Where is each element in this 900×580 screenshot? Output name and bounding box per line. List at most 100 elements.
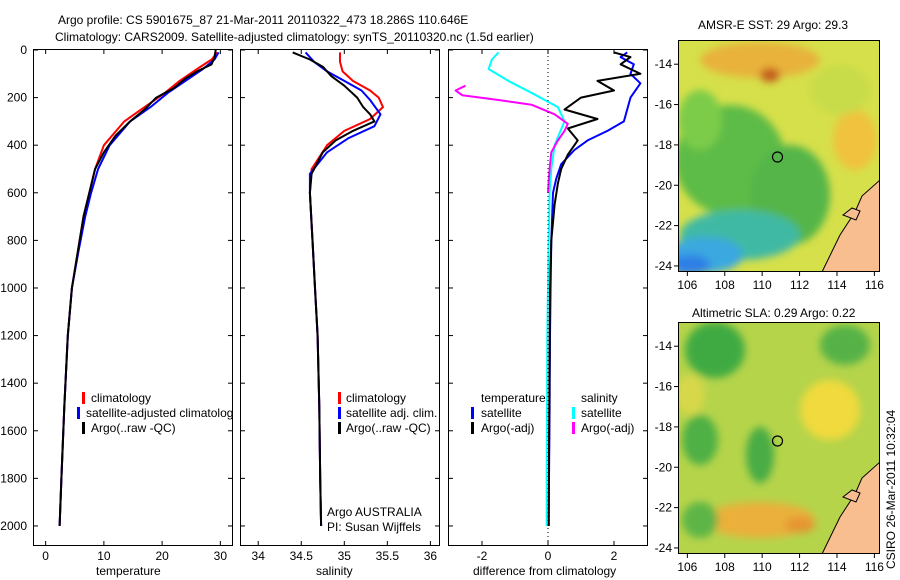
temperature-xtick-label: 30 — [214, 549, 228, 563]
sla-map-frame — [678, 322, 880, 554]
sst_map-xtick-label: 108 — [715, 278, 735, 292]
legend-label-sal-argo: Argo(-adj) — [581, 421, 634, 435]
legend-label-climatology: climatology — [91, 391, 151, 405]
sla-yellow-e — [800, 380, 860, 440]
sla-orange-spot — [785, 517, 815, 533]
title-line-2: Climatology: CARS2009. Satellite-adjuste… — [55, 30, 534, 44]
legend-swatch-satellite — [338, 407, 341, 419]
salinity-xtick-label: 35 — [338, 549, 352, 563]
sst-australia-land — [821, 179, 880, 272]
sla-green-ne — [820, 325, 870, 365]
difference-axis-label: difference from climatology — [473, 564, 616, 578]
sla_map-ytick-label: -20 — [655, 460, 673, 474]
sst_map-xtick-label: 116 — [865, 278, 884, 292]
depth-tick-label: 2000 — [0, 519, 27, 533]
sla-fields — [678, 322, 870, 538]
sst-orange-north — [700, 42, 820, 78]
difference-legend: temperature satellite Argo(-adj) salinit… — [471, 391, 634, 435]
sla_map-ytick-label: -14 — [655, 339, 673, 353]
salinity-xtick-label: 34 — [252, 549, 266, 563]
sst-blue — [678, 255, 710, 272]
legend-label-climatology: climatology — [346, 391, 406, 405]
argo-institution: Argo AUSTRALIA — [327, 505, 422, 519]
sst_map-xtick-label: 106 — [677, 278, 697, 292]
sst-orange-east — [833, 110, 877, 170]
legend-swatch-satellite — [77, 407, 80, 419]
legend-label-temp-argo: Argo(-adj) — [481, 421, 534, 435]
legend-swatch-sal-argo — [572, 422, 575, 434]
sla-yellow-nw — [678, 375, 705, 415]
sst_map-ytick-label: -16 — [655, 98, 673, 112]
sla-green-sw — [682, 502, 718, 538]
salinity-series-argo — [292, 51, 376, 527]
depth-tick-label: 400 — [7, 138, 27, 152]
depth-tick-label: 1200 — [0, 329, 27, 343]
sst-float-marker — [771, 151, 784, 163]
depth-tick-label: 1400 — [0, 376, 27, 390]
sla-green-w — [682, 415, 718, 465]
sla_map-ytick-label: -16 — [655, 380, 673, 394]
profile-curves — [58, 49, 642, 527]
sst-map-frame — [678, 40, 880, 272]
legend-swatch-sal-satellite — [572, 407, 575, 419]
sst_map-xtick-label: 114 — [827, 278, 846, 292]
difference-xtick-label: 0 — [545, 549, 552, 563]
sla-green-mid — [746, 427, 774, 483]
sla_map-xtick-label: 108 — [715, 560, 735, 574]
sla-australia-land — [821, 461, 880, 554]
sst-map-title: AMSR-E SST: 29 Argo: 29.3 — [698, 18, 848, 32]
sst-hot-spot — [760, 68, 780, 82]
legend-label-satellite: satellite adj. clim. — [346, 406, 437, 420]
sla_map-xtick-label: 116 — [865, 560, 884, 574]
difference-xtick-label: -2 — [477, 549, 488, 563]
depth-tick-label: 800 — [7, 233, 27, 247]
temperature-panel — [33, 49, 233, 546]
legend-label-sal-satellite: satellite — [581, 406, 622, 420]
temperature-series-argo — [58, 49, 217, 527]
argo-pi: PI: Susan Wijffels — [327, 520, 421, 534]
sst-heatmap — [678, 40, 880, 272]
salinity-panel — [240, 49, 440, 546]
sst-coast-detail — [841, 207, 861, 221]
depth-tick-label: 1600 — [0, 424, 27, 438]
sla-map-ticks: 106 108 110 112 114 116 -14 -16 -18 -20 -22 -24 — [655, 339, 885, 574]
salinity-xtick-label: 34.5 — [290, 549, 314, 563]
legend-swatch-temp-satellite — [471, 407, 474, 419]
sla-green-nw — [685, 322, 745, 378]
temperature-xtick-label: 20 — [155, 549, 169, 563]
sla_map-ytick-label: -18 — [655, 420, 673, 434]
sst_map-ytick-label: -22 — [655, 219, 673, 233]
sla_map-ytick-label: -22 — [655, 501, 673, 515]
depth-tick-label: 1000 — [0, 281, 27, 295]
salinity-xtick-label: 36 — [424, 549, 438, 563]
salinity-xtick-label: 35.5 — [376, 549, 400, 563]
sst_map-ytick-label: -24 — [655, 259, 673, 273]
sst-map-ticks: 106 108 110 112 114 116 -14 -16 -18 -20 -22 -24 — [655, 57, 885, 292]
sst_map-xtick-label: 112 — [790, 278, 809, 292]
legend-header-salinity: salinity — [581, 391, 618, 405]
side-label: CSIRO 26-Mar-2011 10:32:04 — [884, 409, 898, 569]
legend-label-argo: Argo(..raw -QC) — [346, 421, 431, 435]
salinity-axis-label: salinity — [316, 564, 353, 578]
temperature-xtick-label: 0 — [42, 549, 49, 563]
sla_map-xtick-label: 106 — [677, 560, 697, 574]
temperature-series-satellite-adjusted — [58, 51, 220, 527]
legend-swatch-argo — [82, 422, 85, 434]
legend-swatch-argo — [338, 422, 341, 434]
difference-series-sal-argo — [454, 84, 569, 193]
depth-tick-label: 1800 — [0, 471, 27, 485]
sla_map-xtick-label: 110 — [753, 560, 772, 574]
depth-tick-label: 200 — [7, 91, 27, 105]
legend-swatch-temp-argo — [471, 422, 474, 434]
legend-label-satellite: satellite-adjusted climatolog — [86, 406, 233, 420]
sst-fields — [678, 42, 877, 272]
temperature-axis-label: temperature — [96, 564, 161, 578]
difference-panel — [448, 49, 648, 546]
difference-series-sal-satellite — [487, 51, 566, 526]
sla-float-marker — [771, 435, 784, 447]
sst-lime — [810, 65, 870, 115]
axis-ticks: 0 10 20 30020040060080010001200140016001800… — [0, 43, 647, 563]
legend-label-argo: Argo(..raw -QC) — [91, 421, 176, 435]
sla-heatmap — [678, 322, 880, 554]
